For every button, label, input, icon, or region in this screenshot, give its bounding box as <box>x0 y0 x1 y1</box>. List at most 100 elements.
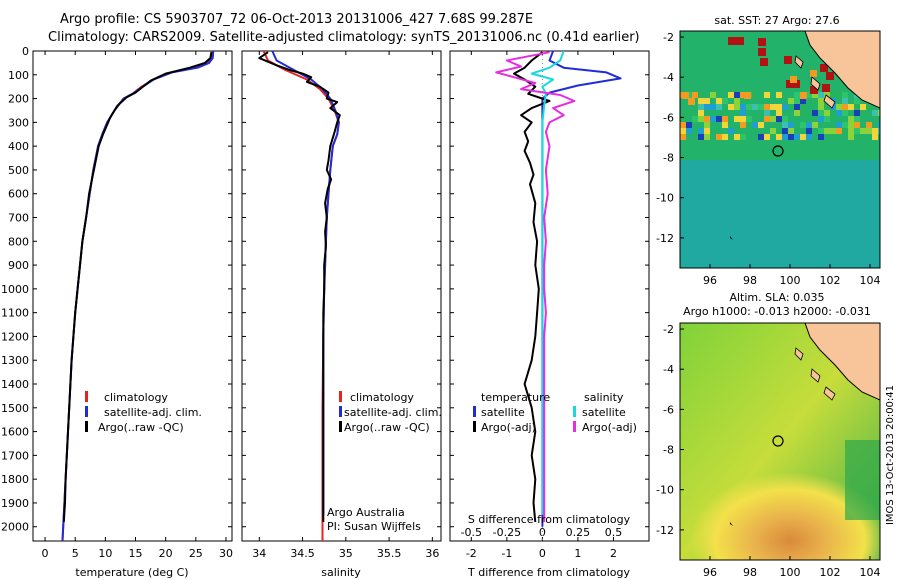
sst-pixel <box>788 98 794 104</box>
x-tick-label: 25 <box>189 547 203 560</box>
sst-pixel <box>842 110 848 116</box>
annotation-argo-australia: Argo Australia <box>327 506 405 519</box>
y-tick-label: 2000 <box>1 521 29 534</box>
y-tick-label: 1400 <box>1 378 29 391</box>
sst-pixel <box>866 128 872 134</box>
legend-swatch-satellite <box>85 406 88 417</box>
sst-pixel <box>806 92 812 98</box>
sst-pixel <box>782 122 788 128</box>
x-tick-label: 0 <box>42 547 49 560</box>
s-diff-tick-label: 0.25 <box>566 526 591 539</box>
sst-pixel <box>812 92 818 98</box>
sst-pixel <box>842 92 848 98</box>
sst-pixel <box>680 122 686 128</box>
s-diff-tick-label: -0.5 <box>461 526 482 539</box>
y-tick-label: 1500 <box>1 402 29 415</box>
sumatra-land <box>804 31 880 109</box>
sst-pixel <box>848 104 854 110</box>
sst-pixel <box>806 134 812 140</box>
legend-satellite: satellite-adj. clim. <box>344 406 442 419</box>
difference-xlabel: T difference from climatology <box>467 566 630 579</box>
sst-pixel <box>704 116 710 122</box>
sst-pixel <box>734 104 740 110</box>
island-shape <box>810 368 821 383</box>
island-shape <box>823 94 836 109</box>
island-shape <box>823 386 836 401</box>
legend-temperature-title: temperature <box>481 391 550 404</box>
legend-salinity-title: salinity <box>584 391 624 404</box>
sst-pixel <box>770 116 776 122</box>
sst-pixel <box>806 128 812 134</box>
legend-swatch-climatology <box>85 391 88 402</box>
sst-pixel <box>740 122 746 128</box>
sst-pixel <box>758 104 764 110</box>
legend-t-satellite: satellite <box>481 406 525 419</box>
header-line-1: Argo profile: CS 5903707_72 06-Oct-2013 … <box>60 12 533 27</box>
sst-pixel <box>818 128 824 134</box>
x-tick-label: 102 <box>820 274 841 287</box>
sst-pixel <box>812 98 818 104</box>
x-tick-label: 1 <box>574 547 581 560</box>
sst-pixel <box>812 110 818 116</box>
sst-pixel <box>722 98 728 104</box>
sst-pixel <box>784 56 792 64</box>
sst-pixel <box>800 134 806 140</box>
y-tick-label: -2 <box>663 323 674 336</box>
sst-pixel <box>794 134 800 140</box>
sst-pixel <box>782 134 788 140</box>
sst-pixel <box>866 104 872 110</box>
sst-pixel <box>776 104 782 110</box>
sst-pixel <box>800 110 806 116</box>
sst-pixel <box>854 128 860 134</box>
sst-pixel <box>764 92 770 98</box>
sst-pixel <box>810 86 818 94</box>
sst-pixel <box>704 122 710 128</box>
sst-pixel <box>848 122 854 128</box>
series-line <box>541 51 622 527</box>
sst-pixel <box>764 104 770 110</box>
sst-pixel <box>716 134 722 140</box>
sst-pixel <box>776 116 782 122</box>
x-tick-label: 34.5 <box>290 547 315 560</box>
y-tick-label: 0 <box>22 45 29 58</box>
sst-pixel <box>842 128 848 134</box>
sst-pixel <box>872 110 878 116</box>
sst-pixel <box>682 92 689 99</box>
s-diff-tick-label: 0 <box>539 526 546 539</box>
series-line <box>513 51 551 523</box>
sst-pixel <box>878 128 880 134</box>
sst-pixel <box>698 104 704 110</box>
y-tick-label: -12 <box>656 524 674 537</box>
sst-pixel <box>722 134 728 140</box>
sst-pixel <box>734 116 740 122</box>
sst-pixel <box>822 84 830 92</box>
legend-t-argo: Argo(-adj) <box>481 421 536 434</box>
sla-map-title: Altim. SLA: 0.035 <box>729 291 824 304</box>
sst-map-ticks: 96 98 100 102 104 -2 -4 -6 -8 -10 -12 <box>656 31 880 287</box>
sst-pixel <box>786 80 794 88</box>
sst-pixel <box>722 122 728 128</box>
sst-pixel <box>794 92 800 98</box>
y-tick-label: -12 <box>656 232 674 245</box>
sumatra-land <box>804 323 880 401</box>
sst-pixel <box>758 38 766 46</box>
sst-pixel <box>760 58 768 66</box>
sst-pixel <box>878 122 880 128</box>
sst-pixel <box>788 122 794 128</box>
sst-pixel <box>764 116 770 122</box>
sst-pixel <box>824 92 830 98</box>
y-tick-label: 1900 <box>1 497 29 510</box>
difference-axis-ticks: -2 -1 0 1 2 -0.5 -0.25 0 0.25 0.5 <box>450 50 649 560</box>
sst-pixel <box>842 104 848 110</box>
sst-pixel <box>820 64 828 72</box>
sst-pixel <box>818 98 824 104</box>
sst-pixel <box>686 128 692 134</box>
sst-pixel <box>818 134 824 140</box>
sst-map-frame <box>679 30 881 269</box>
x-tick-label: 104 <box>860 274 881 287</box>
sst-pixel <box>806 122 812 128</box>
series-line <box>258 51 341 522</box>
sst-pixel <box>782 116 788 122</box>
sst-pixel <box>686 122 692 128</box>
sst-pixel <box>818 92 824 98</box>
